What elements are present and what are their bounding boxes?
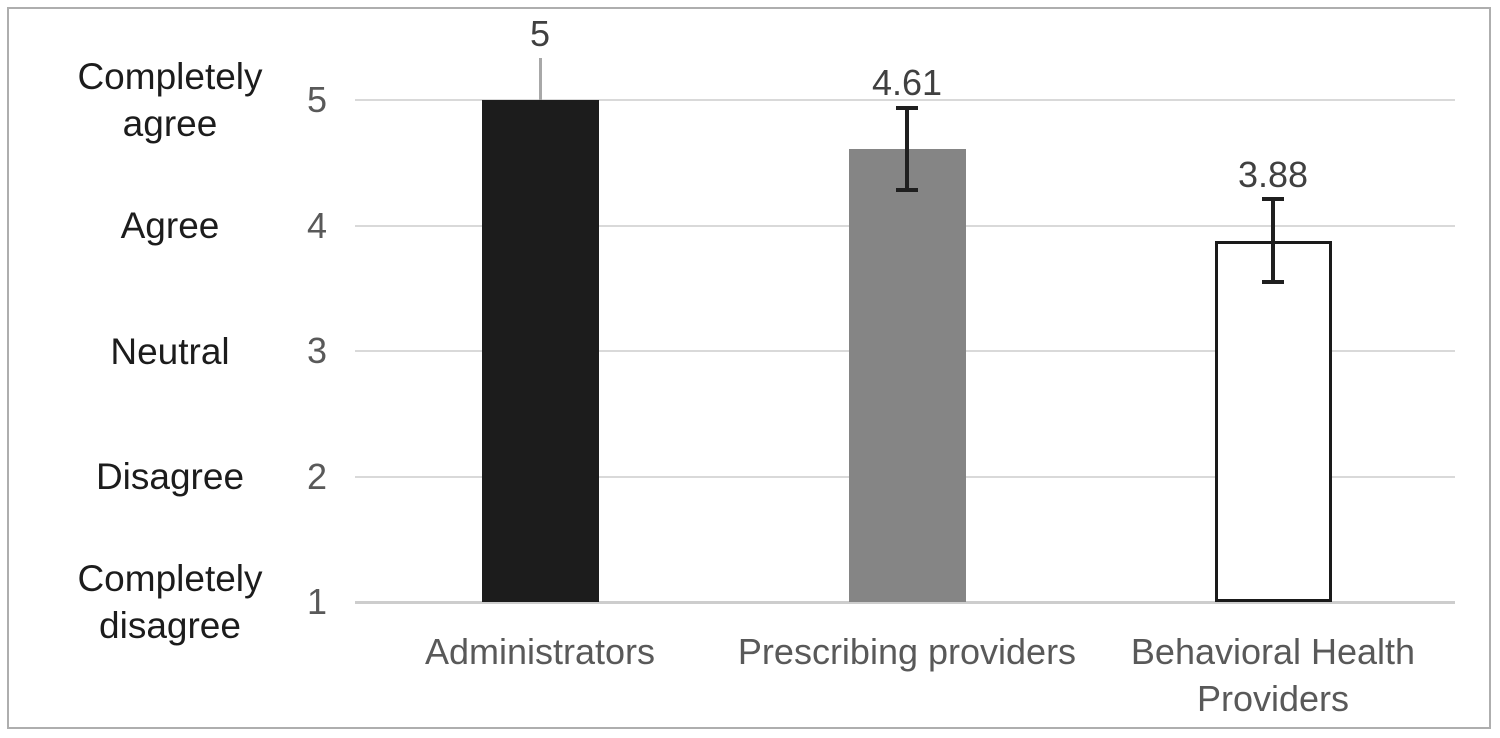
gridline-y-5 (355, 99, 1455, 101)
bar-prescribing-providers (848, 148, 966, 602)
y-tick-label-1: 1 (306, 581, 328, 622)
y-tick-label-4: 4 (306, 204, 328, 246)
error-bar-cap-top (1262, 197, 1284, 202)
y-tick-label-5: 5 (306, 79, 328, 120)
error-bar-cap-bottom (1262, 279, 1284, 284)
data-label-prescribing-providers: 4.61 (871, 61, 943, 103)
error-bar-cap-bottom (896, 188, 918, 193)
x-axis-label-prescribing-providers: Prescribing providers (737, 631, 1077, 672)
y-axis-category-label-disagree: Disagree (95, 456, 245, 497)
y-axis-category-label-completely-disagree: Completely disagree (77, 558, 263, 646)
y-tick-label-2: 2 (306, 455, 328, 497)
bar-administrators (481, 100, 599, 602)
error-bar-prescribing-providers (905, 107, 909, 191)
y-axis-category-label-agree: Agree (120, 205, 220, 246)
error-bar-cap-top (896, 105, 918, 110)
x-axis-label-administrators: Administrators (424, 631, 656, 672)
x-axis-label-behavioral-health-providers: Behavioral Health Providers (1130, 631, 1416, 719)
y-axis-category-label-completely-agree: Completely agree (77, 56, 263, 144)
bar-behavioral-health-providers (1214, 240, 1332, 602)
data-label-behavioral-health-providers: 3.88 (1237, 153, 1309, 195)
error-bar-behavioral-health-providers (1271, 199, 1275, 282)
x-axis-line (355, 601, 1455, 604)
y-tick-label-3: 3 (306, 330, 328, 371)
y-axis-category-label-neutral: Neutral (110, 330, 230, 372)
data-label-leader-line (538, 58, 542, 100)
data-label-administrators: 5 (529, 13, 551, 54)
